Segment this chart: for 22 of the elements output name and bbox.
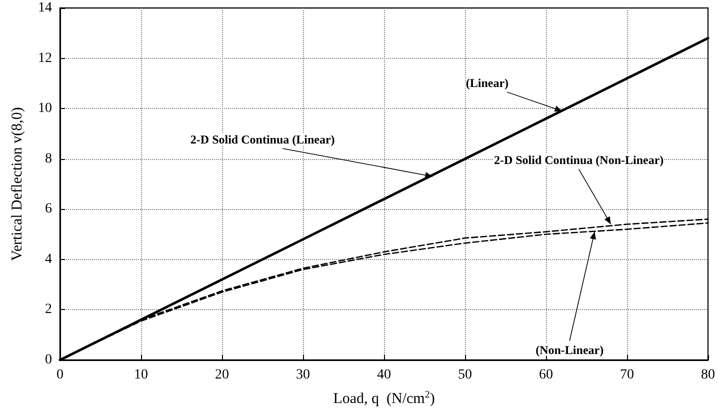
x-tick-label: 70 xyxy=(620,368,634,382)
x-tick-label: 60 xyxy=(539,368,553,382)
x-tick-label: 50 xyxy=(458,368,472,382)
y-tick-label: 4 xyxy=(45,252,52,267)
y-tick-label: 10 xyxy=(38,101,52,116)
x-tick-label: 30 xyxy=(296,368,310,382)
x-tick-label: 20 xyxy=(215,368,229,382)
y-tick-label: 8 xyxy=(45,151,52,166)
x-tick-label: 10 xyxy=(134,368,148,382)
y-tick-label: 12 xyxy=(38,50,52,66)
x-tick-label: 40 xyxy=(377,368,391,382)
x-tick-label: 0 xyxy=(56,368,64,382)
annotation: 2-D Solid Continua (Linear) xyxy=(190,132,335,146)
y-axis-title: Vertical Deflection v(8,0) xyxy=(10,107,26,261)
annotation: (Linear) xyxy=(466,76,509,90)
y-tick-label: 2 xyxy=(45,302,52,318)
y-tick-label: 0 xyxy=(45,352,52,368)
y-tick-label: 6 xyxy=(45,202,52,217)
annotation: 2-D Solid Continua (Non-Linear) xyxy=(494,153,664,168)
y-tick-label: 14 xyxy=(38,0,52,16)
x-tick-label: 80 xyxy=(701,368,715,382)
annotation: (Non-Linear) xyxy=(536,342,604,357)
